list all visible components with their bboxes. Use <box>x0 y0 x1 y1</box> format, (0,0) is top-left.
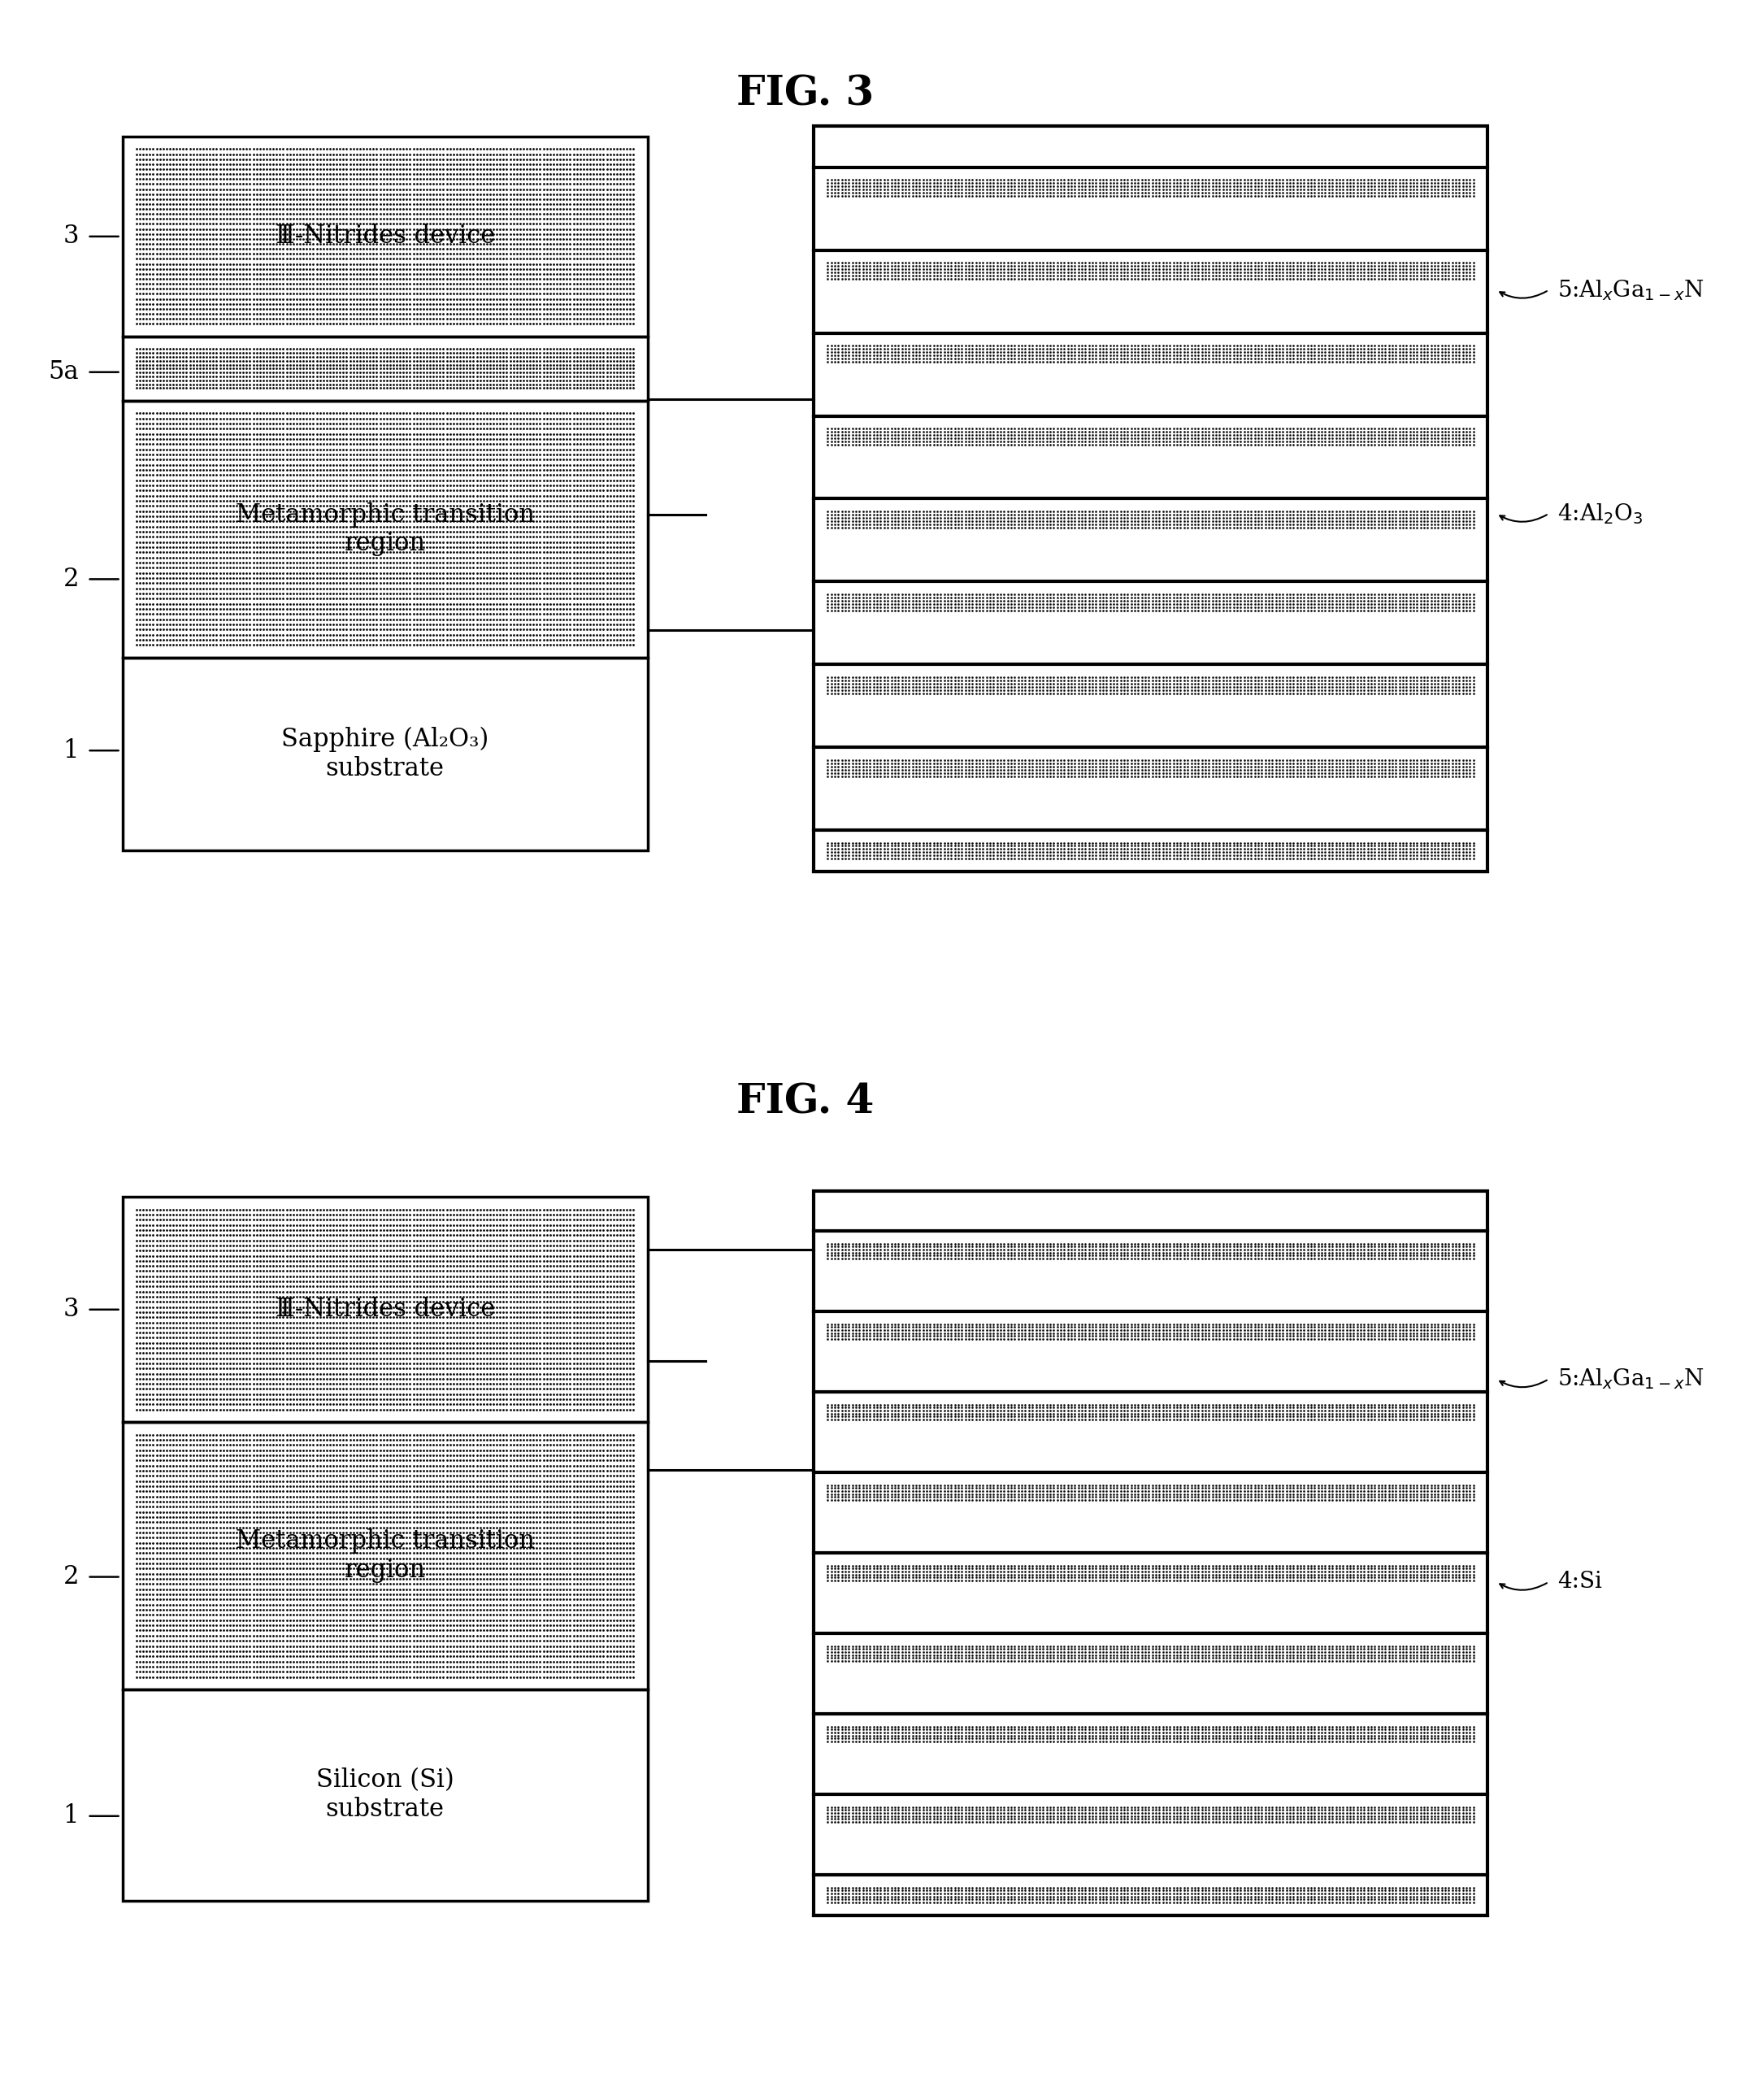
Text: 2: 2 <box>63 567 79 592</box>
Bar <box>814 1231 1488 1270</box>
Text: 1: 1 <box>63 1804 79 1829</box>
Text: 3: 3 <box>63 1298 79 1323</box>
Bar <box>122 401 648 657</box>
Bar <box>814 1310 1488 1352</box>
Bar <box>814 292 1488 334</box>
Bar <box>814 706 1488 748</box>
Text: Metamorphic transition
region: Metamorphic transition region <box>236 502 534 556</box>
Bar <box>814 664 1488 706</box>
Bar <box>814 1392 1488 1432</box>
Bar <box>814 208 1488 250</box>
Bar <box>814 500 1488 540</box>
Bar <box>814 1714 1488 1754</box>
Text: 5a: 5a <box>49 359 79 384</box>
Bar <box>814 126 1488 871</box>
Bar <box>814 1793 1488 1835</box>
Bar <box>814 1191 1488 1915</box>
Bar <box>122 1197 648 1422</box>
Bar <box>814 582 1488 624</box>
Bar <box>122 336 648 401</box>
Text: 5:Al$_x$Ga$_{1-x}$N: 5:Al$_x$Ga$_{1-x}$N <box>1558 1367 1704 1390</box>
Text: Silicon (Si)
substrate: Silicon (Si) substrate <box>317 1768 453 1823</box>
Text: Ⅲ-Nitrides device: Ⅲ-Nitrides device <box>275 1298 495 1323</box>
Bar <box>814 126 1488 168</box>
Bar <box>814 1472 1488 1512</box>
Bar <box>814 250 1488 292</box>
Text: 4:Al$_2$O$_3$: 4:Al$_2$O$_3$ <box>1558 502 1643 525</box>
Bar <box>814 416 1488 458</box>
Bar <box>814 1352 1488 1392</box>
Bar <box>122 136 648 336</box>
Bar <box>814 1753 1488 1793</box>
Bar <box>814 830 1488 871</box>
Text: 1: 1 <box>63 737 79 762</box>
Bar <box>814 1634 1488 1674</box>
Bar <box>814 1191 1488 1231</box>
Bar <box>122 401 648 657</box>
Text: 4:Si: 4:Si <box>1558 1571 1601 1594</box>
Bar <box>122 657 648 851</box>
Text: FIG. 4: FIG. 4 <box>737 1084 873 1121</box>
Bar <box>814 168 1488 208</box>
Text: FIG. 3: FIG. 3 <box>737 76 873 113</box>
Bar <box>814 1432 1488 1472</box>
Bar <box>814 540 1488 582</box>
Text: Metamorphic transition
region: Metamorphic transition region <box>236 1529 534 1583</box>
Bar <box>814 1835 1488 1875</box>
Bar <box>814 790 1488 830</box>
Text: 3: 3 <box>63 225 79 250</box>
Bar <box>814 1875 1488 1915</box>
Bar <box>122 136 648 336</box>
Bar <box>814 126 1488 871</box>
Bar <box>814 1270 1488 1310</box>
Bar <box>122 1197 648 1422</box>
Text: 5:Al$_x$Ga$_{1-x}$N: 5:Al$_x$Ga$_{1-x}$N <box>1558 277 1704 302</box>
Bar <box>814 1191 1488 1915</box>
Bar <box>814 748 1488 790</box>
Text: Ⅲ-Nitrides device: Ⅲ-Nitrides device <box>275 225 495 250</box>
Bar <box>814 1594 1488 1634</box>
Bar <box>122 1422 648 1688</box>
Bar <box>814 1512 1488 1554</box>
Bar <box>814 624 1488 664</box>
Bar <box>814 1554 1488 1594</box>
Bar <box>814 1674 1488 1714</box>
Bar <box>814 458 1488 500</box>
Bar <box>814 374 1488 416</box>
Bar <box>122 1422 648 1688</box>
Bar <box>122 1688 648 1900</box>
Bar <box>122 336 648 401</box>
Text: Sapphire (Al₂O₃)
substrate: Sapphire (Al₂O₃) substrate <box>282 727 488 781</box>
Text: 2: 2 <box>63 1564 79 1590</box>
Bar <box>814 334 1488 374</box>
